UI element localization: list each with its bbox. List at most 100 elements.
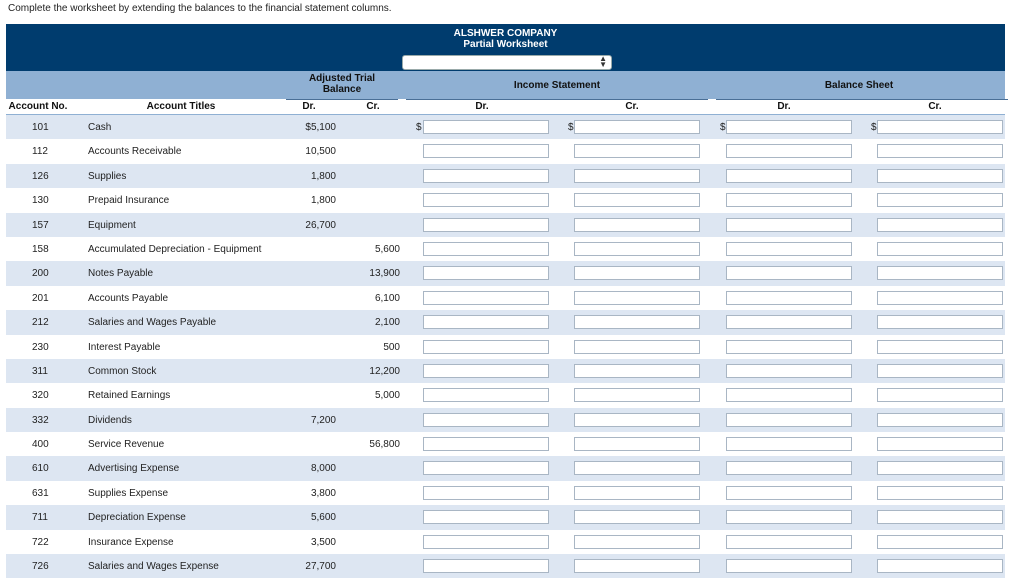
balance-cr-input[interactable] xyxy=(877,217,1003,232)
header-balance-cr: Cr. xyxy=(928,101,942,112)
income-cr-input[interactable] xyxy=(574,485,700,500)
income-cr-input[interactable] xyxy=(574,339,700,354)
account-title: Retained Earnings xyxy=(88,390,171,402)
income-cr-input[interactable] xyxy=(574,217,700,232)
table-row: 722 Insurance Expense 3,500 xyxy=(6,529,1005,555)
account-title: Service Revenue xyxy=(88,439,165,451)
balance-cr-input[interactable] xyxy=(877,144,1003,159)
income-dr-input[interactable] xyxy=(423,168,549,183)
account-number: 130 xyxy=(32,195,49,207)
trial-balance-debit: 26,700 xyxy=(305,219,336,231)
income-cr-input[interactable] xyxy=(574,168,700,183)
balance-dr-input[interactable] xyxy=(726,363,852,378)
income-cr-input[interactable] xyxy=(574,241,700,256)
balance-cr-input[interactable] xyxy=(877,339,1003,354)
account-title: Depreciation Expense xyxy=(88,512,186,524)
balance-cr-input[interactable] xyxy=(877,363,1003,378)
balance-cr-input[interactable] xyxy=(877,266,1003,281)
income-dr-input[interactable] xyxy=(423,485,549,500)
income-cr-input[interactable] xyxy=(574,120,700,134)
account-title: Insurance Expense xyxy=(88,536,174,548)
income-dr-input[interactable] xyxy=(423,559,549,574)
balance-cr-input[interactable] xyxy=(877,412,1003,427)
income-dr-input[interactable] xyxy=(423,534,549,549)
income-cr-input[interactable] xyxy=(574,510,700,525)
balance-cr-input[interactable] xyxy=(877,559,1003,574)
income-dr-input[interactable] xyxy=(423,241,549,256)
income-dr-input[interactable] xyxy=(423,120,549,134)
balance-dr-input[interactable] xyxy=(726,144,852,159)
trial-balance-credit: 500 xyxy=(383,341,400,353)
balance-dr-input[interactable] xyxy=(726,120,852,134)
income-dr-input[interactable] xyxy=(423,315,549,330)
balance-dr-input[interactable] xyxy=(726,339,852,354)
balance-cr-input[interactable] xyxy=(877,120,1003,134)
balance-cr-input[interactable] xyxy=(877,290,1003,305)
income-cr-input[interactable] xyxy=(574,412,700,427)
account-title: Advertising Expense xyxy=(88,463,180,475)
income-cr-input[interactable] xyxy=(574,266,700,281)
income-dr-input[interactable] xyxy=(423,412,549,427)
balance-dr-input[interactable] xyxy=(726,485,852,500)
account-number: 230 xyxy=(32,341,49,353)
balance-dr-input[interactable] xyxy=(726,241,852,256)
account-title: Accumulated Depreciation - Equipment xyxy=(88,243,262,255)
income-dr-input[interactable] xyxy=(423,388,549,403)
balance-dr-input[interactable] xyxy=(726,510,852,525)
balance-cr-input[interactable] xyxy=(877,315,1003,330)
income-cr-input[interactable] xyxy=(574,437,700,452)
balance-dr-input[interactable] xyxy=(726,315,852,330)
income-cr-input[interactable] xyxy=(574,363,700,378)
income-cr-input[interactable] xyxy=(574,388,700,403)
income-cr-input[interactable] xyxy=(574,144,700,159)
company-name: ALSHWER COMPANY xyxy=(453,28,558,39)
trial-balance-debit: 7,200 xyxy=(310,414,336,426)
income-dr-input[interactable] xyxy=(423,363,549,378)
balance-dr-input[interactable] xyxy=(726,461,852,476)
balance-dr-input[interactable] xyxy=(726,412,852,427)
account-number: 722 xyxy=(32,536,49,548)
income-dr-input[interactable] xyxy=(423,339,549,354)
balance-dr-input[interactable] xyxy=(726,168,852,183)
account-number: 212 xyxy=(32,317,49,329)
balance-cr-input[interactable] xyxy=(877,534,1003,549)
table-row: 130 Prepaid Insurance 1,800 xyxy=(6,188,1005,213)
balance-cr-input[interactable] xyxy=(877,510,1003,525)
balance-dr-input[interactable] xyxy=(726,217,852,232)
balance-cr-input[interactable] xyxy=(877,437,1003,452)
table-row: 320 Retained Earnings 5,000 xyxy=(6,383,1005,408)
income-dr-input[interactable] xyxy=(423,266,549,281)
balance-cr-input[interactable] xyxy=(877,461,1003,476)
income-cr-input[interactable] xyxy=(574,559,700,574)
balance-cr-input[interactable] xyxy=(877,241,1003,256)
trial-underline xyxy=(286,99,398,100)
balance-cr-input[interactable] xyxy=(877,168,1003,183)
period-dropdown[interactable]: ▲ ▼ xyxy=(402,55,612,70)
balance-dr-input[interactable] xyxy=(726,290,852,305)
income-cr-input[interactable] xyxy=(574,461,700,476)
balance-cr-input[interactable] xyxy=(877,485,1003,500)
account-number: 158 xyxy=(32,243,49,255)
income-dr-input[interactable] xyxy=(423,217,549,232)
income-cr-input[interactable] xyxy=(574,290,700,305)
income-dr-input[interactable] xyxy=(423,290,549,305)
header-balance-dr: Dr. xyxy=(777,101,791,112)
income-dr-input[interactable] xyxy=(423,193,549,208)
income-dr-input[interactable] xyxy=(423,461,549,476)
balance-dr-input[interactable] xyxy=(726,388,852,403)
dollar-sign: $ xyxy=(720,122,726,133)
income-dr-input[interactable] xyxy=(423,510,549,525)
income-cr-input[interactable] xyxy=(574,193,700,208)
balance-dr-input[interactable] xyxy=(726,534,852,549)
balance-dr-input[interactable] xyxy=(726,559,852,574)
balance-dr-input[interactable] xyxy=(726,437,852,452)
income-dr-input[interactable] xyxy=(423,437,549,452)
balance-cr-input[interactable] xyxy=(877,193,1003,208)
income-cr-input[interactable] xyxy=(574,534,700,549)
balance-dr-input[interactable] xyxy=(726,193,852,208)
income-cr-input[interactable] xyxy=(574,315,700,330)
account-title: Dividends xyxy=(88,414,132,426)
balance-cr-input[interactable] xyxy=(877,388,1003,403)
balance-dr-input[interactable] xyxy=(726,266,852,281)
income-dr-input[interactable] xyxy=(423,144,549,159)
